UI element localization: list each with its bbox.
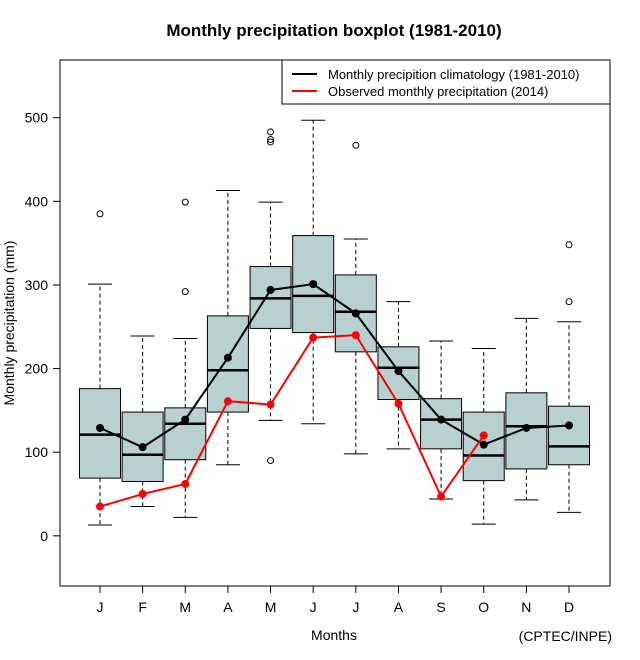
lines-layer [96,280,573,511]
y-tick-label: 300 [25,277,49,293]
outlier-point [267,128,275,136]
outlier-point [181,198,189,206]
box-12 [548,241,590,513]
outlier-point [267,457,275,465]
climatology-point [394,367,403,376]
iqr-box [420,398,463,450]
climatology-point [351,309,360,318]
box-6 [292,119,335,425]
observed-point [394,399,403,408]
legend-label-climatology: Monthly precipition climatology (1981-20… [328,67,579,82]
box-4 [206,189,249,466]
box-5 [249,128,292,465]
climatology-line [99,283,570,449]
iqr-box [548,405,590,466]
x-tick-label: J [97,599,104,615]
outlier-point [267,138,275,146]
iqr-box [206,315,249,413]
x-tick-label: D [564,599,574,615]
climatology-point [223,353,232,362]
outlier-point [352,141,360,149]
observed-point [309,333,318,342]
x-tick-label: S [436,599,445,615]
x-tick-label: J [310,599,317,615]
x-tick-label: J [352,599,359,615]
outlier-point [267,135,275,143]
observed-line [99,334,485,508]
climatology-point [266,285,275,294]
climatology-point [138,443,147,452]
legend: Monthly precipition climatology (1981-20… [281,59,611,105]
outlier-point [96,210,104,218]
y-tick-label: 200 [25,361,49,377]
outlier-point [565,241,573,249]
climatology-point [565,421,573,430]
x-axis-label: Months [311,627,357,643]
box-11 [505,317,548,501]
x-tick-label: A [394,599,404,615]
climatology-point [309,280,318,289]
y-tick-label: 500 [25,110,49,126]
x-tick-label: M [179,599,191,615]
box-2 [121,335,164,508]
x-tick-label: A [223,599,233,615]
observed-point [138,490,147,499]
chart-title: Monthly precipitation boxplot (1981-2010… [166,21,501,40]
credit-text: (CPTEC/INPE) [519,628,612,644]
observed-point [223,397,232,406]
outlier-point [181,288,189,296]
box-1 [79,210,121,526]
legend-label-observed: Observed monthly precipitation (2014) [328,84,548,99]
climatology-point [181,415,190,424]
climatology-series [96,280,573,452]
observed-point [437,492,446,501]
observed-point [479,431,488,440]
observed-series [96,331,488,511]
y-tick-label: 0 [40,528,48,544]
climatology-point [437,415,446,424]
y-tick-label: 100 [25,444,49,460]
outlier-point [565,298,573,306]
observed-point [266,400,275,409]
box-7 [334,141,377,455]
box-8 [377,301,420,450]
boxes-layer [79,119,590,526]
climatology-point [96,423,104,432]
x-tick-label: M [265,599,277,615]
observed-point [96,502,104,511]
x-tick-label: N [521,599,531,615]
y-tick-label: 400 [25,193,49,209]
climatology-point [522,423,531,432]
box-3 [164,198,207,518]
y-axis-label: Monthly precipitation (mm) [1,241,17,406]
x-tick-label: O [478,599,489,615]
legend-box [281,59,611,105]
x-tick-label: F [138,599,147,615]
climatology-point [479,440,488,449]
y-axis: 0 100 200 300 400 500 [25,110,60,544]
observed-point [351,331,360,340]
observed-point [181,479,190,488]
